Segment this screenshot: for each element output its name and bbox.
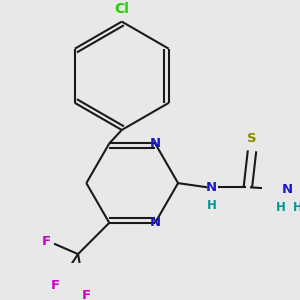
Text: Cl: Cl xyxy=(114,2,129,16)
Text: H: H xyxy=(293,201,300,214)
Text: F: F xyxy=(82,289,91,300)
Text: N: N xyxy=(282,183,293,196)
Text: H: H xyxy=(206,199,216,212)
Text: N: N xyxy=(206,181,217,194)
Text: H: H xyxy=(276,201,286,214)
Text: F: F xyxy=(50,279,60,292)
Text: S: S xyxy=(247,132,257,145)
Text: F: F xyxy=(42,235,51,248)
Text: N: N xyxy=(150,216,161,229)
Text: N: N xyxy=(150,137,161,150)
